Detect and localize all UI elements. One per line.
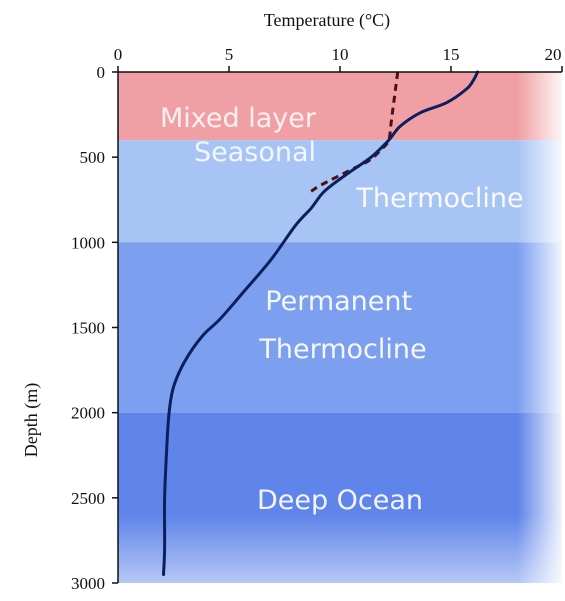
zone-label-thermocline-line: Thermocline bbox=[258, 334, 426, 365]
zone-edge-fade bbox=[118, 72, 562, 583]
x-tick-label: 10 bbox=[332, 45, 349, 64]
x-axis-title: Temperature (°C) bbox=[264, 10, 390, 31]
zone-label-thermocline: Thermocline bbox=[355, 183, 523, 214]
zone-bottom-fade bbox=[118, 514, 562, 583]
x-tick-label: 0 bbox=[114, 45, 123, 64]
profile-lines-layer bbox=[162, 70, 480, 576]
zone-label-deep-ocean: Deep Ocean bbox=[257, 485, 423, 516]
x-tick-label: 15 bbox=[443, 45, 460, 64]
zone-label-permanent-thermocline: Permanent Thermocline bbox=[258, 286, 426, 365]
axes-layer: 0 5 10 15 20 0 500 1000 1500 2000 2500 3000 bbox=[71, 45, 563, 593]
solid-temperature-profile bbox=[162, 70, 480, 576]
zone-label-seasonal: Seasonal bbox=[194, 137, 316, 168]
y-tick-label: 2000 bbox=[71, 404, 105, 423]
y-tick-label: 0 bbox=[97, 63, 106, 82]
zone-label-mixed-layer: Mixed layer bbox=[160, 103, 317, 134]
x-tick-label: 20 bbox=[545, 45, 562, 64]
zones-layer bbox=[118, 72, 562, 583]
x-tick-label: 5 bbox=[225, 45, 234, 64]
y-tick-label: 1000 bbox=[71, 233, 105, 252]
y-axis-title: Depth (m) bbox=[21, 383, 42, 457]
y-tick-label: 1500 bbox=[71, 319, 105, 338]
y-tick-label: 3000 bbox=[71, 574, 105, 593]
y-tick-label: 2500 bbox=[71, 489, 105, 508]
y-tick-label: 500 bbox=[80, 148, 106, 167]
zone-labels-layer: Mixed layer Seasonal Thermocline Permane… bbox=[160, 103, 524, 516]
zone-label-permanent-line: Permanent bbox=[265, 286, 412, 317]
